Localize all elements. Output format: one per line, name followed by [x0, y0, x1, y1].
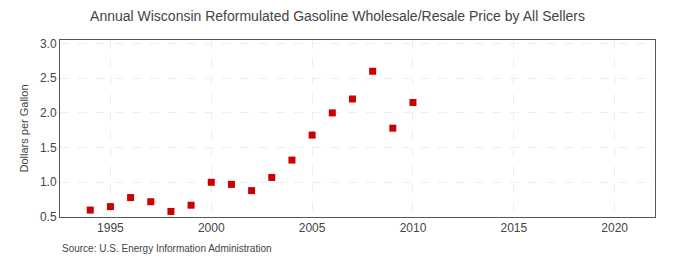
- svg-text:2015: 2015: [500, 221, 527, 235]
- svg-text:Annual Wisconsin Reformulated: Annual Wisconsin Reformulated Gasoline W…: [90, 8, 585, 24]
- svg-text:2.0: 2.0: [40, 106, 57, 120]
- svg-text:0.5: 0.5: [40, 210, 57, 224]
- svg-text:2.5: 2.5: [40, 71, 57, 85]
- svg-text:Dollars per Gallon: Dollars per Gallon: [18, 84, 30, 172]
- svg-text:2020: 2020: [601, 221, 628, 235]
- svg-text:1.0: 1.0: [40, 175, 57, 189]
- svg-text:1.5: 1.5: [40, 141, 57, 155]
- svg-text:2005: 2005: [299, 221, 326, 235]
- svg-text:3.0: 3.0: [40, 37, 57, 51]
- svg-text:2010: 2010: [400, 221, 427, 235]
- svg-text:1995: 1995: [97, 221, 124, 235]
- svg-text:2000: 2000: [198, 221, 225, 235]
- svg-text:Source: U.S. Energy Informatio: Source: U.S. Energy Information Administ…: [62, 243, 272, 254]
